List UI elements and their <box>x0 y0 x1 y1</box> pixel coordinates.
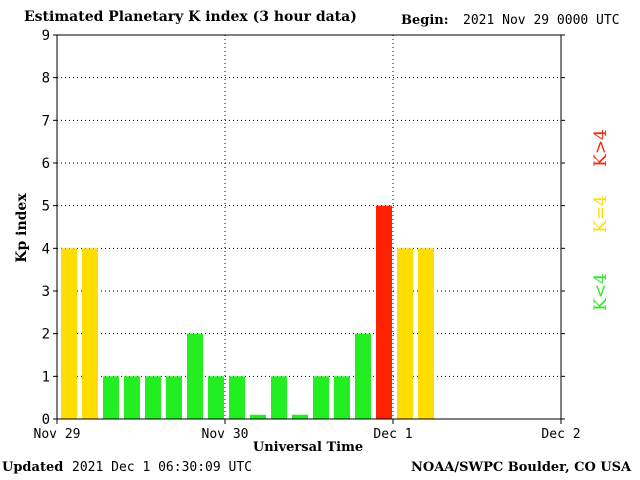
y-tick-label: 7 <box>42 113 50 129</box>
kp-bar <box>313 376 329 419</box>
kp-bar <box>208 376 224 419</box>
x-tick-label: Nov 29 <box>34 427 81 442</box>
begin-value: 2021 Nov 29 0000 UTC <box>463 13 620 28</box>
y-tick-label: 5 <box>42 199 50 215</box>
kp-bar <box>124 376 140 419</box>
kp-bar <box>166 376 182 419</box>
y-tick-label: 6 <box>42 156 50 172</box>
kp-bar <box>418 248 434 419</box>
source-label: NOAA/SWPC Boulder, CO USA <box>411 460 632 475</box>
kp-bar <box>334 376 350 419</box>
kp-bar <box>82 248 98 419</box>
kp-bar <box>355 333 371 419</box>
kp-bar <box>229 376 245 419</box>
x-tick-label: Nov 30 <box>202 427 249 442</box>
kp-bar <box>376 205 392 419</box>
y-tick-label: 2 <box>42 327 50 343</box>
y-tick-label: 3 <box>42 284 50 300</box>
kp-bar <box>250 414 266 419</box>
kp-bar <box>271 376 287 419</box>
x-tick-label: Dec 1 <box>373 427 412 442</box>
y-tick-label: 4 <box>42 241 50 257</box>
kp-bar <box>61 248 77 419</box>
kp-bar <box>187 333 203 419</box>
kp-bar <box>145 376 161 419</box>
y-tick-label: 0 <box>42 412 50 428</box>
updated-value: 2021 Dec 1 06:30:09 UTC <box>72 460 253 475</box>
begin-label: Begin: <box>401 13 449 28</box>
x-axis-label: Universal Time <box>252 440 364 455</box>
y-tick-label: 1 <box>42 369 50 385</box>
kp-bar <box>397 248 413 419</box>
y-tick-label: 8 <box>42 71 50 87</box>
kp-bar <box>103 376 119 419</box>
plot-frame <box>56 34 562 420</box>
chart-title: Estimated Planetary K index (3 hour data… <box>24 9 357 25</box>
updated-label: Updated <box>2 460 64 475</box>
y-tick-label: 9 <box>42 28 50 44</box>
x-tick-label: Dec 2 <box>541 427 580 442</box>
kp-bar <box>292 414 308 419</box>
